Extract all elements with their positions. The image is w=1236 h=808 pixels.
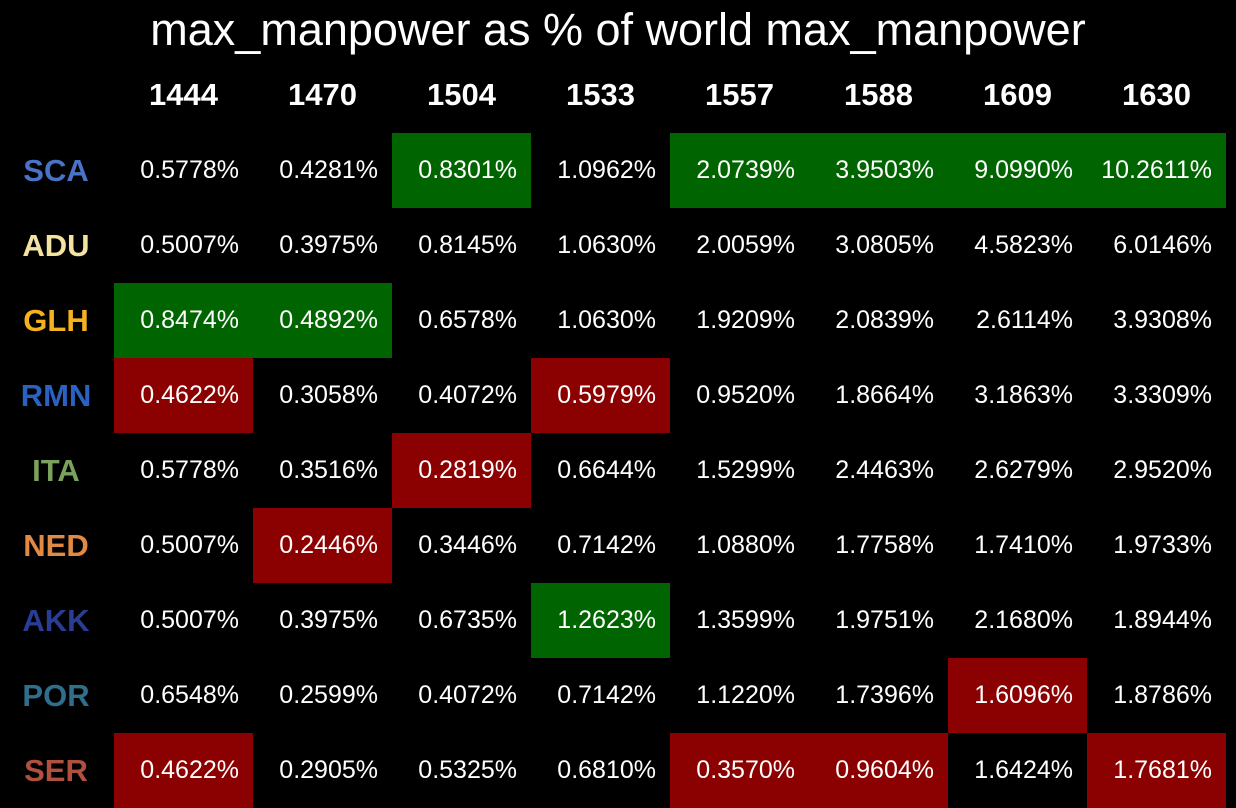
table-cell-low: 1.6096% bbox=[948, 658, 1087, 733]
row-label: GLH bbox=[23, 303, 89, 338]
table-cell: 1.7396% bbox=[809, 658, 948, 733]
table-cell: 3.3309% bbox=[1087, 358, 1226, 433]
table-cell: 1.9209% bbox=[670, 283, 809, 358]
table-cell: 1.9733% bbox=[1087, 508, 1226, 583]
table-cell: 6.0146% bbox=[1087, 208, 1226, 283]
table-cell-high: 1.2623% bbox=[531, 583, 670, 658]
table-cell: 2.1680% bbox=[948, 583, 1087, 658]
table-cell: 1.7758% bbox=[809, 508, 948, 583]
row-label: ADU bbox=[22, 228, 90, 263]
table-cell: 0.5325% bbox=[392, 733, 531, 808]
table-cell: 1.3599% bbox=[670, 583, 809, 658]
table-cell-low: 1.7681% bbox=[1087, 733, 1226, 808]
table-cell-low: 0.3570% bbox=[670, 733, 809, 808]
chart-title: max_manpower as % of world max_manpower bbox=[150, 4, 1086, 55]
table-cell: 0.4281% bbox=[253, 133, 392, 208]
table-cell: 2.0839% bbox=[809, 283, 948, 358]
table-cell-high: 0.4892% bbox=[253, 283, 392, 358]
table-cell: 0.5007% bbox=[114, 508, 253, 583]
table-cell: 1.9751% bbox=[809, 583, 948, 658]
table-cell: 3.1863% bbox=[948, 358, 1087, 433]
row-label: SER bbox=[24, 753, 88, 788]
table-cell: 0.3975% bbox=[253, 583, 392, 658]
table-cell: 0.5007% bbox=[114, 208, 253, 283]
table-cell: 0.6735% bbox=[392, 583, 531, 658]
table-cell: 1.5299% bbox=[670, 433, 809, 508]
table-cell-high: 0.8474% bbox=[114, 283, 253, 358]
row-label: AKK bbox=[22, 603, 90, 638]
row-label: RMN bbox=[20, 378, 92, 413]
table-cell: 0.3058% bbox=[253, 358, 392, 433]
table-cell: 3.9308% bbox=[1087, 283, 1226, 358]
column-header: 1504 bbox=[427, 77, 496, 112]
table-cell: 0.6644% bbox=[531, 433, 670, 508]
table-cell: 2.6114% bbox=[948, 283, 1087, 358]
table-cell: 2.9520% bbox=[1087, 433, 1226, 508]
table-cell: 1.7410% bbox=[948, 508, 1087, 583]
table-cell: 0.6548% bbox=[114, 658, 253, 733]
column-header: 1609 bbox=[983, 77, 1052, 112]
table-cell: 2.0059% bbox=[670, 208, 809, 283]
table-cell: 3.0805% bbox=[809, 208, 948, 283]
table-cell: 0.7142% bbox=[531, 508, 670, 583]
table-cell: 2.6279% bbox=[948, 433, 1087, 508]
column-header: 1557 bbox=[705, 77, 774, 112]
table-cell: 0.3975% bbox=[253, 208, 392, 283]
column-header: 1533 bbox=[566, 77, 635, 112]
table-cell-low: 0.5979% bbox=[531, 358, 670, 433]
table-cell-high: 2.0739% bbox=[670, 133, 809, 208]
table-cell: 1.8786% bbox=[1087, 658, 1226, 733]
table-cell: 0.6578% bbox=[392, 283, 531, 358]
column-header: 1630 bbox=[1122, 77, 1191, 112]
table-cell: 0.4072% bbox=[392, 658, 531, 733]
table-cell: 0.5778% bbox=[114, 133, 253, 208]
table-cell-high: 3.9503% bbox=[809, 133, 948, 208]
table-cell-low: 0.9604% bbox=[809, 733, 948, 808]
row-label: NED bbox=[23, 528, 89, 563]
table-cell: 0.8145% bbox=[392, 208, 531, 283]
table-cell: 1.6424% bbox=[948, 733, 1087, 808]
row-label: POR bbox=[22, 678, 90, 713]
table-cell: 0.4072% bbox=[392, 358, 531, 433]
table-cell: 1.0630% bbox=[531, 208, 670, 283]
table-cell: 1.1220% bbox=[670, 658, 809, 733]
table-cell: 0.9520% bbox=[670, 358, 809, 433]
table-cell-low: 0.4622% bbox=[114, 358, 253, 433]
table-cell: 1.8944% bbox=[1087, 583, 1226, 658]
row-label: ITA bbox=[32, 453, 80, 488]
table-cell-high: 10.2611% bbox=[1087, 133, 1226, 208]
table-cell: 0.5007% bbox=[114, 583, 253, 658]
column-header: 1470 bbox=[288, 77, 357, 112]
column-header: 1588 bbox=[844, 77, 913, 112]
table-cell: 1.0630% bbox=[531, 283, 670, 358]
table-cell: 1.8664% bbox=[809, 358, 948, 433]
table-cell: 0.7142% bbox=[531, 658, 670, 733]
table-cell: 1.0880% bbox=[670, 508, 809, 583]
table-cell: 0.2905% bbox=[253, 733, 392, 808]
table-cell: 0.6810% bbox=[531, 733, 670, 808]
table-cell-low: 0.4622% bbox=[114, 733, 253, 808]
table-cell: 0.2599% bbox=[253, 658, 392, 733]
table-cell: 0.5778% bbox=[114, 433, 253, 508]
table-cell-low: 0.2446% bbox=[253, 508, 392, 583]
table-cell: 2.4463% bbox=[809, 433, 948, 508]
table-cell: 0.3446% bbox=[392, 508, 531, 583]
table-cell: 4.5823% bbox=[948, 208, 1087, 283]
table-cell-high: 9.0990% bbox=[948, 133, 1087, 208]
table-cell-high: 0.8301% bbox=[392, 133, 531, 208]
table-cell-low: 0.2819% bbox=[392, 433, 531, 508]
column-header: 1444 bbox=[149, 77, 218, 112]
table-cell: 1.0962% bbox=[531, 133, 670, 208]
table-cell: 0.3516% bbox=[253, 433, 392, 508]
row-label: SCA bbox=[23, 153, 89, 188]
